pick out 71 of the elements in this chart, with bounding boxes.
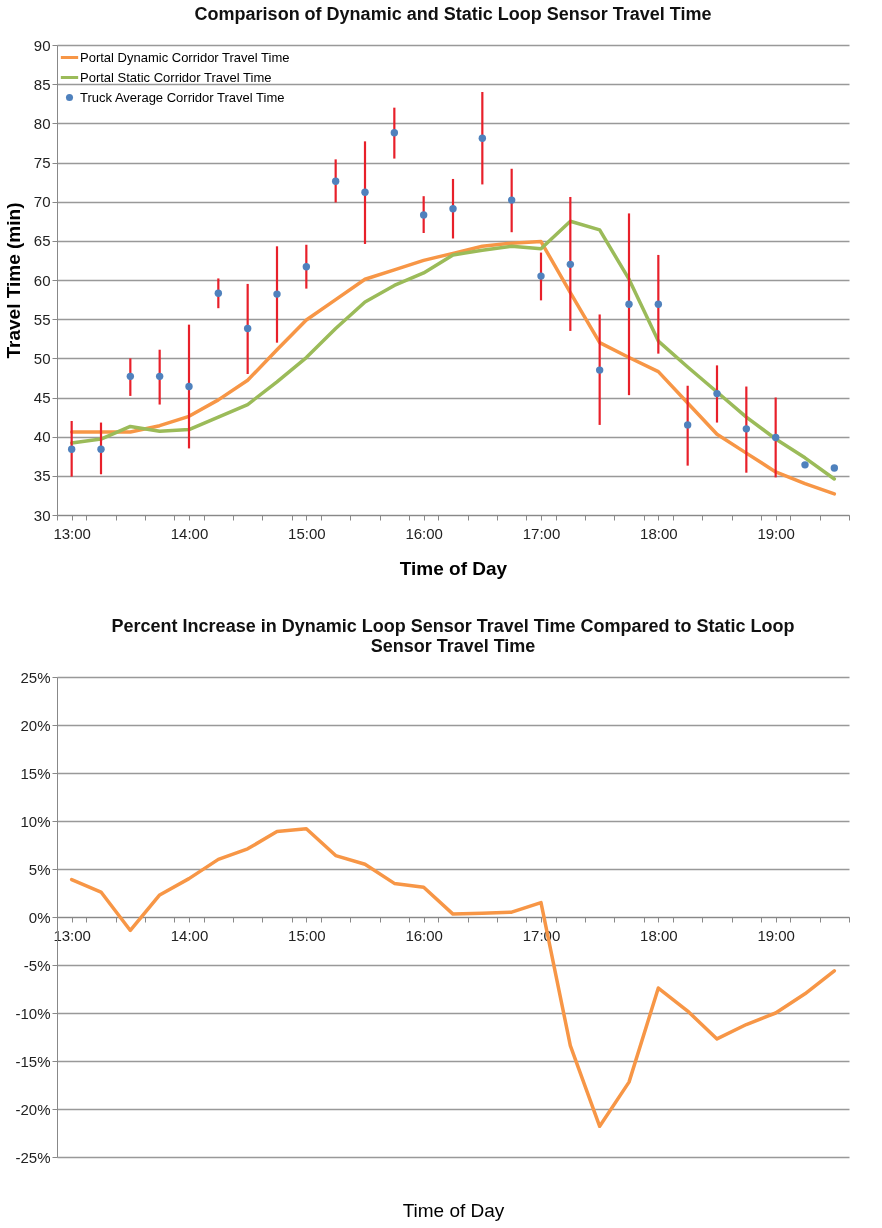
point [185,382,193,391]
y-tick-label: -5% [23,956,51,974]
x-tick-label: 16:00 [405,926,443,944]
point [302,262,311,271]
legend-label: Portal Dynamic Corridor Travel Time [80,49,290,65]
point [625,300,633,308]
point [419,211,428,219]
point [478,134,487,142]
point [801,461,809,469]
y-tick-label: 75 [33,154,51,171]
x-tick-label: 19:00 [757,524,795,542]
point [449,205,457,213]
y-tick-label: 15% [20,764,51,782]
y-tick-label: 30 [33,506,51,524]
point [742,425,751,433]
y-tick-label: -25% [15,1148,51,1166]
chart-title: Percent Increase in Dynamic Loop Sensor Travel Time Compared to Static Loop Sensor Travel Time [111,616,795,656]
y-tick-label: 25% [20,668,51,686]
chart-title: Comparison of Dynamic and Static Loop Sensor Travel Time [194,4,712,24]
y-tick-label: 0% [28,908,51,926]
point [713,389,721,398]
y-tick-label: 20% [20,716,51,734]
y-tick-label: 65 [33,232,51,250]
point [771,433,780,442]
point [537,272,545,280]
point [683,421,692,429]
x-axis-title: Time of Day [402,1199,505,1221]
x-tick-label: 15:00 [288,524,326,542]
x-tick-label: 13:00 [53,524,91,542]
point [214,289,223,298]
point [361,188,369,196]
point [566,260,575,269]
point [126,372,135,381]
x-tick-label: 14:00 [170,524,209,542]
y-tick-label: -10% [15,1004,51,1022]
x-tick-label: 18:00 [640,926,678,944]
point [67,445,76,453]
y-tick-label: 35 [33,467,51,485]
x-tick-label: 17:00 [522,524,561,542]
y-tick-label: 55 [33,310,51,328]
x-tick-label: 14:00 [170,926,209,944]
y-tick-label: 70 [33,193,51,211]
legend-label: Truck Average Corridor Travel Time [80,89,285,105]
point [243,324,252,333]
point [830,464,839,472]
point [273,290,281,298]
legend-label: Portal Static Corridor Travel Time [80,69,272,85]
y-tick-label: 10% [20,812,51,830]
point [97,445,105,453]
x-tick-label: 16:00 [405,524,443,542]
x-tick-label: 18:00 [640,524,678,542]
y-tick-label: 50 [33,349,51,367]
point [595,366,604,374]
y-tick-label: 5% [28,860,51,878]
y-tick-label: 90 [33,36,51,54]
x-tick-label: 15:00 [288,926,326,944]
x-tick-label: 19:00 [757,926,795,944]
y-tick-label: 80 [33,114,51,132]
y-tick-label: 40 [33,428,51,446]
point [507,196,516,204]
y-axis-title: Travel Time (min) [2,202,24,359]
point [390,129,399,137]
y-tick-label: -15% [15,1052,51,1070]
y-tick-label: -20% [15,1100,51,1118]
y-tick-label: 45 [33,389,51,406]
y-tick-label: 85 [33,75,51,93]
point [654,300,663,308]
point [331,177,340,185]
point [155,372,164,381]
x-axis-title: Time of Day [399,557,508,579]
y-tick-label: 60 [33,271,51,289]
